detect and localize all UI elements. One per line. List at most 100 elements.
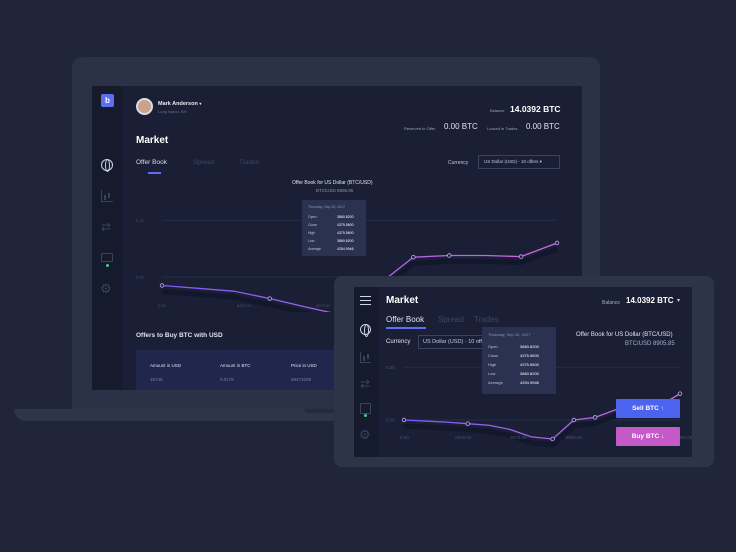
- tooltip-date: Thursday, Sep 20, 2017: [488, 332, 531, 337]
- tab-underline: [148, 172, 161, 174]
- table-header[interactable]: Price in USD: [291, 363, 317, 368]
- mail-icon[interactable]: [101, 253, 113, 262]
- x-tick-label: 0.00: [158, 303, 167, 308]
- data-point: [554, 240, 560, 246]
- data-point: [447, 253, 452, 258]
- laptop-sidebar: b: [92, 86, 122, 390]
- y-tick-label: 0.15: [386, 418, 395, 423]
- chart-tooltip: Thursday, Sep 20, 2017 Open 3860.8200 Clo…: [482, 327, 556, 394]
- data-point: [550, 436, 555, 442]
- tooltip-label: Average: [488, 380, 503, 385]
- tooltip-row: Low 3860.8200: [308, 239, 360, 243]
- locked-label: Locked in Trades: [487, 126, 518, 131]
- chart-subtitle: BTC/USD 8905.85: [316, 188, 354, 193]
- table-cell: 89473208: [291, 377, 312, 382]
- currency-label: Currency: [386, 339, 411, 345]
- data-point: [592, 415, 598, 420]
- tooltip-row: Open 3860.8200: [308, 215, 360, 219]
- swap-icon[interactable]: [101, 220, 113, 234]
- tooltip-value: 3860.8200: [337, 215, 354, 219]
- mail-icon[interactable]: [360, 403, 371, 414]
- tab-trades[interactable]: Trades: [474, 315, 499, 324]
- tooltip-label: High: [488, 362, 497, 367]
- currency-select[interactable]: US Dollar (USD) - 10 offers: [418, 335, 486, 349]
- tab-spread[interactable]: Spread: [438, 315, 464, 324]
- chevron-down-icon[interactable]: ▾: [199, 101, 202, 106]
- tooltip-value: 4254.9946: [337, 247, 354, 251]
- tooltip-row: Average 4254.9946: [308, 247, 360, 251]
- x-tick-label: 8375.00: [316, 303, 331, 308]
- data-point: [677, 391, 683, 396]
- chart-title: Offer Book for US Dollar (BTC/USD): [576, 332, 673, 338]
- menu-icon[interactable]: [360, 296, 371, 305]
- tooltip-value: 3860.8200: [520, 344, 539, 349]
- page-title: Market: [386, 295, 419, 306]
- data-point: [159, 283, 165, 288]
- x-tick-label: 0.00: [400, 435, 409, 440]
- tooltip-value: 4375.5600: [337, 231, 354, 235]
- chart-title: Offer Book for US Dollar (BTC/USD): [292, 180, 373, 186]
- offers-title: Offers to Buy BTC with USD: [136, 332, 223, 339]
- balance-value: 14.0392 BTC: [626, 296, 674, 305]
- data-point: [267, 296, 272, 301]
- data-point: [465, 421, 470, 426]
- tab-offer-book[interactable]: Offer Book: [386, 315, 425, 324]
- chevron-down-icon[interactable]: ▾: [677, 298, 681, 304]
- tab-spread[interactable]: Spread: [193, 159, 214, 166]
- notification-dot: [106, 264, 109, 267]
- chart-icon[interactable]: [360, 352, 371, 363]
- tab-offer-book[interactable]: Offer Book: [136, 159, 167, 166]
- balance-label: Balance: [602, 300, 621, 306]
- globe-icon[interactable]: [101, 159, 113, 172]
- gear-icon[interactable]: [100, 281, 113, 297]
- sell-btc-button[interactable]: Sell BTC ↑: [616, 399, 680, 418]
- data-point: [518, 254, 524, 259]
- data-point: [571, 417, 577, 423]
- user-name-text: Mark Anderson: [158, 101, 198, 107]
- chart-icon[interactable]: [101, 190, 113, 202]
- x-tick-label: 8375.00: [510, 435, 527, 440]
- tooltip-row: Close 4375.5600: [488, 353, 550, 358]
- x-tick-label: 8200.00: [237, 303, 252, 308]
- notification-dot: [364, 414, 367, 417]
- swap-icon[interactable]: [360, 377, 371, 391]
- y-tick-label: 0.25: [386, 365, 395, 370]
- tooltip-date: Thursday, Sep 20, 2017: [308, 205, 346, 209]
- tab-underline: [386, 327, 426, 329]
- tooltip-row: Average 4254.9946: [488, 380, 550, 385]
- x-tick-label: 8500.00: [566, 435, 583, 440]
- tooltip-label: Average: [308, 247, 321, 251]
- tooltip-label: Low: [488, 371, 496, 376]
- tooltip-row: Close 4375.5600: [308, 223, 360, 227]
- gear-icon[interactable]: [359, 427, 371, 443]
- tab-trades[interactable]: Trades: [239, 159, 259, 166]
- tooltip-label: Low: [308, 239, 315, 243]
- table-cell: 0.0176: [220, 377, 234, 382]
- chart-subtitle: BTC/USD 8905.85: [625, 341, 675, 347]
- globe-icon[interactable]: [360, 324, 371, 337]
- currency-label: Currency: [448, 160, 469, 166]
- x-tick-label: 8900.00: [676, 435, 692, 440]
- tooltip-label: Open: [488, 344, 498, 349]
- user-name[interactable]: Mark Anderson ▾: [158, 101, 201, 107]
- tooltip-value: 3860.8200: [337, 239, 354, 243]
- buy-btc-button[interactable]: Buy BTC ↓: [616, 427, 680, 446]
- tooltip-label: High: [308, 231, 316, 235]
- table-header[interactable]: Amount in USD: [150, 363, 182, 368]
- tooltip-value: 4375.5600: [520, 362, 539, 367]
- chart-tooltip: Thursday, Sep 20, 2017 Open 3860.8200 Clo…: [302, 200, 366, 256]
- currency-select[interactable]: US Dollar (USD) - 10 offers ▾: [478, 155, 560, 169]
- tooltip-label: Close: [488, 353, 499, 358]
- avatar[interactable]: [136, 98, 153, 115]
- page-title: Market: [136, 135, 169, 146]
- data-point: [401, 417, 407, 423]
- tooltip-row: Low 3860.8200: [488, 371, 550, 376]
- logo[interactable]: b: [101, 94, 114, 107]
- tooltip-value: 4254.9946: [520, 380, 539, 385]
- balance-label: Balance: [490, 108, 505, 113]
- table-header[interactable]: Amount in BTC: [220, 363, 251, 368]
- tablet-sidebar: [354, 287, 378, 457]
- tooltip-value: 4375.5600: [520, 353, 539, 358]
- tooltip-label: Close: [308, 223, 317, 227]
- tooltip-row: High 4375.5600: [308, 231, 360, 235]
